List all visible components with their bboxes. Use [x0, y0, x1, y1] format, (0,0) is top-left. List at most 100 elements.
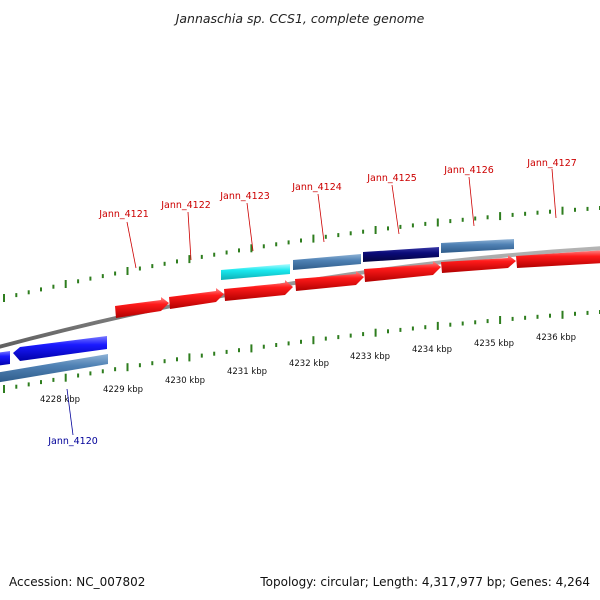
- cds-feature-steel-left: [0, 354, 108, 383]
- major-tick: [436, 218, 439, 227]
- minor-tick: [238, 248, 240, 253]
- kbp-label: 4234 kbp: [412, 345, 452, 355]
- gene-arrow-jann-4121: [115, 297, 169, 318]
- minor-tick: [461, 217, 464, 222]
- minor-tick: [300, 238, 302, 243]
- minor-tick: [387, 329, 389, 334]
- minor-tick: [387, 226, 389, 231]
- minor-tick: [524, 211, 527, 216]
- minor-tick: [337, 233, 340, 238]
- leader-line: [126, 221, 137, 269]
- gene-label-jann-4122: Jann_4122: [160, 200, 211, 211]
- gene-arrow-jann-4124: [295, 271, 364, 291]
- minor-tick: [163, 261, 166, 266]
- minor-tick: [362, 229, 365, 234]
- minor-tick: [349, 231, 352, 236]
- minor-tick: [399, 327, 402, 332]
- leader-line: [317, 193, 325, 243]
- minor-tick: [27, 290, 30, 295]
- minor-tick: [574, 207, 576, 212]
- minor-tick: [262, 344, 265, 349]
- inner-tick-ring: [3, 310, 600, 393]
- major-tick: [64, 280, 67, 288]
- major-tick: [436, 321, 439, 330]
- minor-tick: [238, 348, 240, 353]
- minor-tick: [486, 215, 489, 220]
- gene-arrow-jann-4123: [224, 280, 293, 301]
- minor-tick: [163, 359, 166, 364]
- minor-tick: [89, 371, 92, 376]
- minor-tick: [474, 320, 477, 325]
- kbp-label: 4230 kbp: [165, 376, 205, 386]
- cds-feature-navy: [363, 247, 439, 262]
- minor-tick: [27, 382, 30, 387]
- minor-tick: [200, 353, 203, 358]
- minor-tick: [574, 311, 576, 316]
- minor-tick: [213, 252, 216, 257]
- minor-tick: [362, 332, 365, 337]
- minor-tick: [474, 216, 477, 221]
- minor-tick: [536, 210, 539, 215]
- topology-text: Topology: circular; Length: 4,317,977 bp…: [259, 575, 590, 589]
- major-tick: [250, 244, 253, 253]
- minor-tick: [461, 321, 464, 326]
- minor-tick: [151, 264, 154, 269]
- accession-text: Accession: NC_007802: [9, 575, 145, 589]
- minor-tick: [411, 326, 414, 331]
- minor-tick: [52, 377, 55, 382]
- cds-feature-steel: [293, 254, 361, 270]
- gene-label-jann-4120: Jann_4120: [47, 436, 98, 447]
- leader-line: [468, 176, 475, 227]
- minor-tick: [101, 369, 104, 374]
- gene-arrow-jann-4125: [364, 261, 441, 282]
- gene-labels: Jann_4120 Jann_4121 Jann_4122 Jann_4123 …: [47, 158, 577, 447]
- minor-tick: [411, 223, 414, 228]
- outer-tick-ring: [3, 206, 600, 302]
- minor-tick: [287, 341, 290, 346]
- leader-line: [187, 211, 192, 261]
- major-tick: [188, 255, 191, 264]
- minor-tick: [40, 287, 42, 292]
- minor-tick: [424, 221, 427, 226]
- cds-feature-steel-right: [441, 239, 514, 253]
- gene-arrow-jann-4122: [169, 288, 224, 309]
- minor-tick: [586, 206, 589, 211]
- minor-tick: [40, 380, 42, 385]
- kbp-label: 4228 kbp: [40, 395, 80, 405]
- major-tick: [126, 267, 129, 275]
- minor-tick: [77, 279, 80, 284]
- minor-tick: [337, 335, 340, 340]
- major-tick: [374, 226, 377, 234]
- minor-tick: [138, 266, 141, 271]
- leader-line: [246, 202, 254, 252]
- reverse-strand-genes: [0, 336, 107, 366]
- minor-tick: [287, 240, 290, 245]
- minor-tick: [511, 316, 514, 321]
- minor-tick: [15, 293, 18, 298]
- minor-tick: [449, 322, 452, 327]
- minor-tick: [225, 349, 228, 354]
- gene-label-jann-4126: Jann_4126: [443, 165, 494, 176]
- leader-line: [66, 388, 74, 436]
- gene-label-jann-4123: Jann_4123: [219, 191, 270, 202]
- minor-tick: [151, 361, 154, 366]
- leader-line: [551, 168, 557, 219]
- minor-tick: [114, 271, 117, 276]
- minor-tick: [52, 284, 55, 289]
- major-tick: [499, 212, 502, 221]
- gene-arrow-left-partial: [0, 351, 10, 366]
- major-tick: [126, 363, 129, 372]
- major-tick: [64, 373, 67, 382]
- major-tick: [499, 316, 502, 324]
- major-tick: [561, 310, 564, 319]
- map-title: Jannaschia sp. CCS1, complete genome: [173, 11, 425, 26]
- kbp-label: 4232 kbp: [289, 359, 329, 369]
- major-tick: [3, 385, 5, 393]
- minor-tick: [549, 209, 551, 214]
- gene-label-jann-4121: Jann_4121: [98, 209, 149, 220]
- major-tick: [374, 328, 377, 337]
- gene-arrow-jann-4127: [516, 250, 600, 268]
- minor-tick: [89, 276, 92, 281]
- minor-tick: [549, 313, 551, 318]
